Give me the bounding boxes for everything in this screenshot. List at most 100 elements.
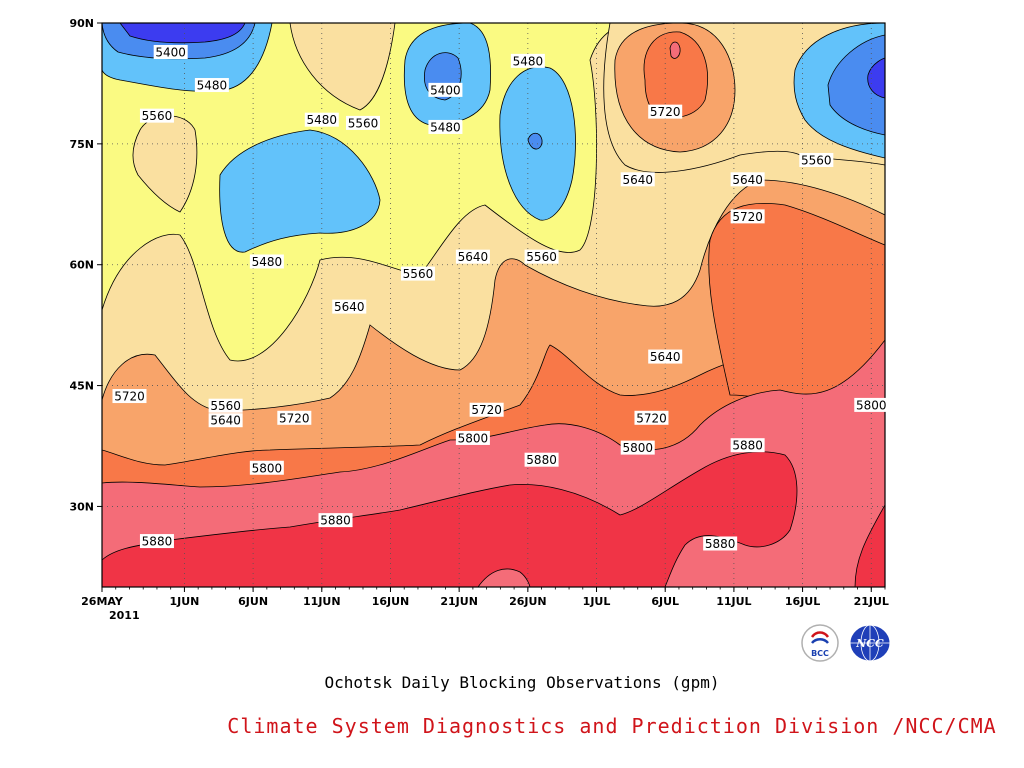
contour-label: 5560: [210, 399, 241, 413]
contour-label-bg: [249, 254, 284, 269]
x-year-label: 2011: [109, 609, 140, 622]
contour-label: 5880: [142, 535, 173, 549]
x-tick-label: 6JUL: [651, 595, 679, 608]
band-5400-5480: [527, 132, 543, 150]
band-5640-5720: [289, 23, 396, 111]
contour-label-bg: [332, 299, 367, 314]
ncc-logo-text: NCC: [855, 637, 884, 650]
contour-label: 5560: [403, 267, 434, 281]
contour-label: 5720: [471, 403, 502, 417]
contour-labels: 5400 5480 5560 5480 5560 5400 5480 5480 5720 5640…: [112, 45, 889, 551]
x-tick-label: 16JUN: [372, 595, 410, 608]
contour-label-bg: [634, 410, 669, 425]
contour-label: 5640: [650, 350, 681, 364]
x-tick-label: 16JUL: [785, 595, 820, 608]
contour-label-bg: [318, 513, 353, 528]
grid-lines: [102, 23, 885, 587]
y-tick-label: 60N: [69, 259, 94, 272]
contour-label: 5880: [526, 453, 557, 467]
contour-label: 5560: [801, 153, 832, 167]
y-tick-label: 30N: [69, 500, 94, 513]
contour-label-bg: [620, 440, 655, 455]
contour-label-bg: [277, 410, 312, 425]
x-tick-label: 21JUL: [854, 595, 889, 608]
contour-label: 5480: [252, 255, 283, 269]
x-tick-label: 11JUL: [716, 595, 751, 608]
band-5640-5720: [132, 115, 198, 213]
y-tick-label: 45N: [69, 380, 94, 393]
contour-label-bg: [648, 104, 683, 119]
contour-fill-layer: [102, 23, 885, 587]
contour-label: 5640: [334, 300, 365, 314]
contour-label: 5560: [142, 109, 173, 123]
contour-label-bg: [730, 209, 765, 224]
contour-label: 5400: [155, 46, 186, 60]
contour-label: 5720: [650, 105, 681, 119]
x-tick-label: 21JUN: [440, 595, 478, 608]
band-above-5960: [102, 451, 798, 587]
bcc-logo-icon: BCC: [800, 623, 840, 663]
band-5880-5960: [669, 41, 681, 59]
band-below-5400: [119, 23, 246, 44]
contour-label-bg: [703, 536, 738, 551]
x-axis: 26MAY 1JUN 6JUN 11JUN 16JUN 21JUN 26JUN 1JUL 6JU…: [81, 587, 889, 608]
band-5400-5480: [827, 34, 885, 136]
contour-label-bg: [524, 249, 559, 264]
contour-label-bg: [620, 172, 655, 187]
contour-label-bg: [249, 460, 284, 475]
contour-label: 5640: [622, 173, 653, 187]
contour-label-bg: [139, 108, 174, 123]
contour-label: 5480: [513, 54, 544, 68]
contour-label: 5800: [622, 441, 653, 455]
band-5480-5560: [219, 129, 381, 253]
contour-label: 5640: [732, 173, 763, 187]
contour-label-bg: [194, 78, 229, 93]
contour-label-bg: [469, 402, 504, 417]
contour-label: 5880: [732, 439, 763, 453]
contour-label: 5720: [636, 411, 667, 425]
x-tick-label: 6JUN: [238, 595, 268, 608]
contour-label-bg: [730, 172, 765, 187]
contour-label: 5480: [430, 120, 461, 134]
contour-label: 5800: [458, 431, 489, 445]
contour-label: 5800: [252, 461, 283, 475]
x-tick-label: 11JUN: [303, 595, 341, 608]
contour-label-bg: [153, 45, 188, 60]
contour-label: 5720: [114, 390, 145, 404]
contour-label-bg: [428, 82, 463, 97]
plot-frame: [101, 22, 886, 588]
chart-subtitle: Ochotsk Daily Blocking Observations (gpm…: [324, 673, 720, 692]
contour-label: 5560: [348, 116, 379, 130]
contour-label-bg: [648, 349, 683, 364]
contour-label-bg: [455, 430, 490, 445]
contour-label-bg: [524, 452, 559, 467]
contour-label-bg: [346, 115, 380, 130]
contour-label: 5880: [705, 537, 736, 551]
contour-label: 5720: [279, 411, 310, 425]
contour-label-bg: [510, 53, 545, 68]
contour-label: 5640: [458, 250, 489, 264]
contour-label-bg: [854, 397, 889, 412]
contour-label-bg: [730, 438, 765, 453]
x-tick-label: 26MAY: [81, 595, 124, 608]
contour-label: 5480: [307, 113, 338, 127]
x-tick-label: 26JUN: [509, 595, 547, 608]
band-5880-5960: [477, 568, 531, 587]
ncc-globe-logo-icon: NCC: [846, 623, 894, 663]
y-tick-label: 90N: [69, 17, 94, 30]
contour-label: 5560: [526, 250, 557, 264]
contour-label-bg: [799, 152, 834, 167]
contour-label-bg: [208, 413, 243, 428]
x-tick-label: 1JUN: [169, 595, 199, 608]
contour-label-bg: [428, 119, 463, 134]
y-tick-label: 75N: [69, 138, 94, 151]
y-axis: 90N 75N 60N 45N 30N: [69, 17, 102, 513]
band-5800-5880: [643, 31, 708, 118]
contour-label: 5880: [320, 514, 351, 528]
x-tick-label: 1JUL: [583, 595, 611, 608]
contour-label-bg: [455, 249, 490, 264]
band-below-5400: [867, 57, 885, 99]
contour-label: 5800: [856, 398, 887, 412]
bcc-logo-text: BCC: [811, 649, 829, 658]
